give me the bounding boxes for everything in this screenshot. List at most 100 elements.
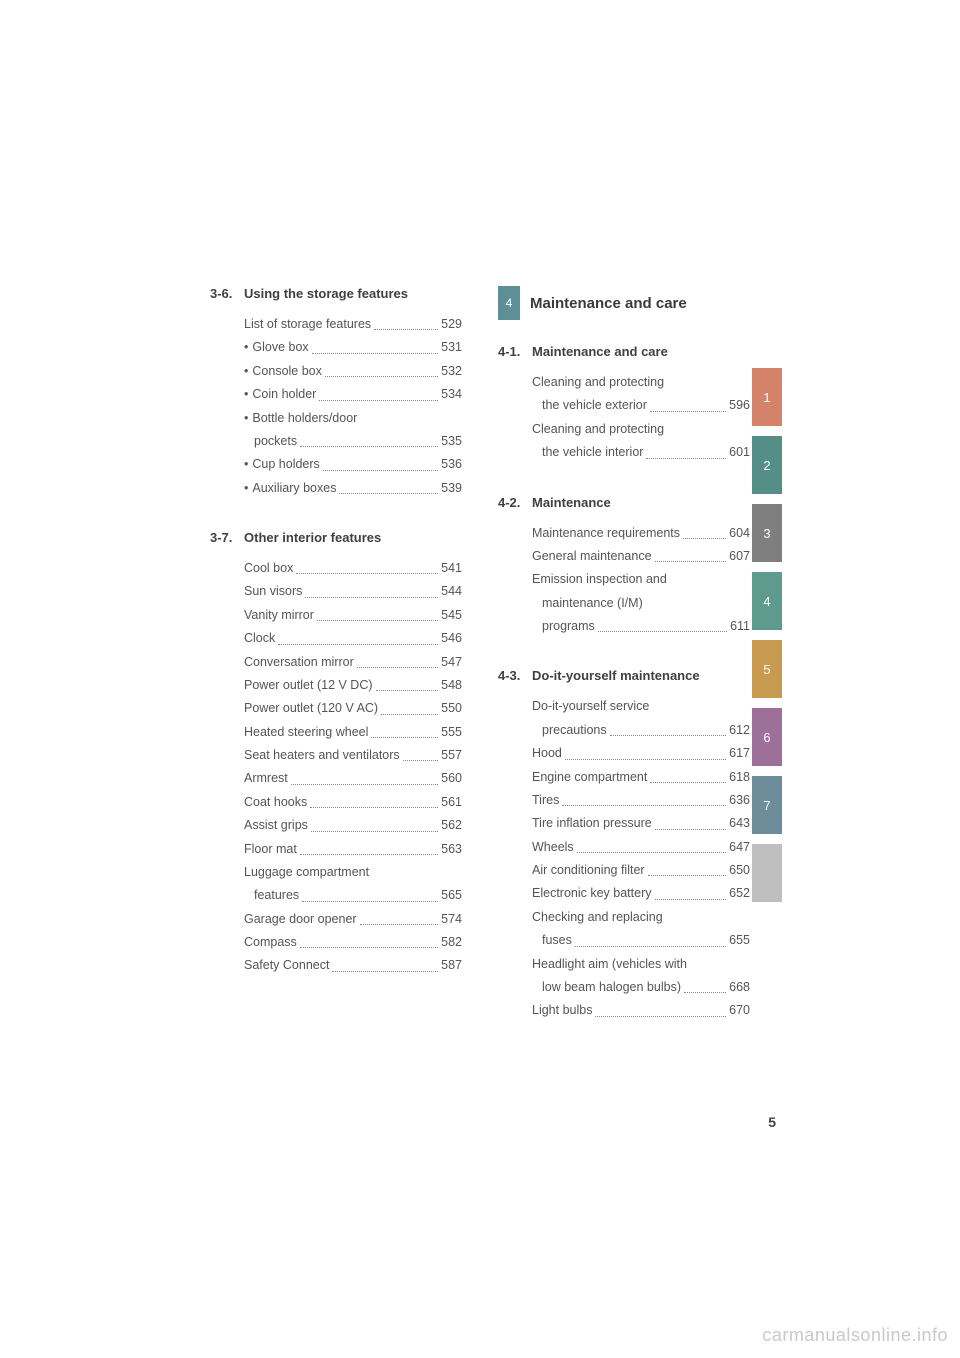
toc-entry[interactable]: Armrest560 xyxy=(244,769,462,788)
toc-entry[interactable]: low beam halogen bulbs)668 xyxy=(532,978,750,997)
entry-page: 611 xyxy=(730,617,750,636)
toc-entry[interactable]: Tires636 xyxy=(532,791,750,810)
toc-entry[interactable]: Light bulbs670 xyxy=(532,1001,750,1020)
toc-entry[interactable]: Electronic key battery652 xyxy=(532,884,750,903)
toc-entry[interactable]: Luggage compartment xyxy=(244,863,462,882)
toc-entry[interactable]: •Coin holder534 xyxy=(244,385,462,404)
chapter-tab[interactable]: 7 xyxy=(752,776,782,834)
chapter-tab[interactable]: 4 xyxy=(752,572,782,630)
toc-entry[interactable]: Seat heaters and ventilators557 xyxy=(244,746,462,765)
toc-entry[interactable]: pockets535 xyxy=(244,432,462,451)
toc-entry[interactable]: fuses655 xyxy=(532,931,750,950)
toc-entry[interactable]: Engine compartment618 xyxy=(532,768,750,787)
toc-section: 4-3.Do-it-yourself maintenanceDo-it-your… xyxy=(498,668,750,1020)
toc-entry[interactable]: Cool box541 xyxy=(244,559,462,578)
leader-dots xyxy=(403,760,438,761)
entry-label: Cleaning and protecting xyxy=(532,373,664,392)
toc-entry[interactable]: the vehicle interior601 xyxy=(532,443,750,462)
toc-entry[interactable]: •Cup holders536 xyxy=(244,455,462,474)
toc-entry[interactable]: features565 xyxy=(244,886,462,905)
leader-dots xyxy=(305,597,438,598)
toc-entry[interactable]: Wheels 647 xyxy=(532,838,750,857)
toc-entry[interactable]: •Bottle holders/door xyxy=(244,409,462,428)
toc-entry[interactable]: List of storage features529 xyxy=(244,315,462,334)
chapter-tab[interactable]: 5 xyxy=(752,640,782,698)
entry-label: Sun visors xyxy=(244,582,302,601)
section-number: 4-3. xyxy=(498,668,532,683)
entry-label: Bottle holders/door xyxy=(252,409,357,428)
toc-entry[interactable]: •Auxiliary boxes539 xyxy=(244,479,462,498)
entry-label: Seat heaters and ventilators xyxy=(244,746,400,765)
entry-page: 561 xyxy=(441,793,462,812)
toc-entry[interactable]: Maintenance requirements604 xyxy=(532,524,750,543)
toc-entry[interactable]: Emission inspection and xyxy=(532,570,750,589)
entry-page: 596 xyxy=(729,396,750,415)
toc-entry[interactable]: Air conditioning filter650 xyxy=(532,861,750,880)
toc-entry[interactable]: programs611 xyxy=(532,617,750,636)
leader-dots xyxy=(325,376,438,377)
toc-entry[interactable]: Sun visors544 xyxy=(244,582,462,601)
toc-entry[interactable]: •Console box532 xyxy=(244,362,462,381)
entry-page: 562 xyxy=(441,816,462,835)
leader-dots xyxy=(300,854,438,855)
toc-entry[interactable]: Power outlet (12 V DC)548 xyxy=(244,676,462,695)
chapter-tab[interactable]: 1 xyxy=(752,368,782,426)
watermark: carmanualsonline.info xyxy=(762,1325,948,1346)
leader-dots xyxy=(300,446,438,447)
entry-label: Power outlet (120 V AC) xyxy=(244,699,378,718)
entry-label: Do-it-yourself service xyxy=(532,697,649,716)
toc-entry[interactable]: Assist grips 562 xyxy=(244,816,462,835)
entry-page: 652 xyxy=(729,884,750,903)
left-column: 3-6.Using the storage featuresList of st… xyxy=(210,286,462,1053)
toc-entry[interactable]: Power outlet (120 V AC)550 xyxy=(244,699,462,718)
toc-entry[interactable]: Compass582 xyxy=(244,933,462,952)
section-heading: 4-2.Maintenance xyxy=(498,495,750,510)
toc-entry[interactable]: Heated steering wheel555 xyxy=(244,723,462,742)
leader-dots xyxy=(374,329,438,330)
toc-entry[interactable]: •Glove box531 xyxy=(244,338,462,357)
toc-entry[interactable]: Floor mat563 xyxy=(244,840,462,859)
toc-entry[interactable]: Tire inflation pressure643 xyxy=(532,814,750,833)
entry-page: 647 xyxy=(729,838,750,857)
toc-entry[interactable]: Checking and replacing xyxy=(532,908,750,927)
toc-entry[interactable]: precautions612 xyxy=(532,721,750,740)
entry-label: Checking and replacing xyxy=(532,908,663,927)
bullet: • xyxy=(244,385,252,404)
toc-entry[interactable]: Garage door opener574 xyxy=(244,910,462,929)
toc-entry[interactable]: the vehicle exterior596 xyxy=(532,396,750,415)
chapter-tab[interactable]: 2 xyxy=(752,436,782,494)
toc-entry[interactable]: Clock546 xyxy=(244,629,462,648)
entry-label: low beam halogen bulbs) xyxy=(532,978,681,997)
leader-dots xyxy=(683,538,726,539)
leader-dots xyxy=(319,400,438,401)
entry-label: Glove box xyxy=(252,338,308,357)
chapter-tab[interactable] xyxy=(752,844,782,902)
entry-page: 617 xyxy=(729,744,750,763)
toc-entry[interactable]: Conversation mirror547 xyxy=(244,653,462,672)
toc-entry[interactable]: Do-it-yourself service xyxy=(532,697,750,716)
entry-label: Cool box xyxy=(244,559,293,578)
toc-entry[interactable]: Vanity mirror545 xyxy=(244,606,462,625)
entry-page: 546 xyxy=(441,629,462,648)
entry-label: the vehicle interior xyxy=(532,443,643,462)
entry-page: 587 xyxy=(441,956,462,975)
toc-entry[interactable]: Headlight aim (vehicles with xyxy=(532,955,750,974)
entry-page: 618 xyxy=(729,768,750,787)
entry-page: 636 xyxy=(729,791,750,810)
entry-label: Console box xyxy=(252,362,322,381)
leader-dots xyxy=(646,458,726,459)
toc-entry[interactable]: Hood617 xyxy=(532,744,750,763)
leader-dots xyxy=(684,992,726,993)
entry-label: pockets xyxy=(244,432,297,451)
toc-entry[interactable]: Safety Connect587 xyxy=(244,956,462,975)
entry-label: Assist grips xyxy=(244,816,308,835)
toc-entry[interactable]: Cleaning and protecting xyxy=(532,373,750,392)
entry-label: Wheels xyxy=(532,838,574,857)
chapter-tab[interactable]: 3 xyxy=(752,504,782,562)
toc-entry[interactable]: Cleaning and protecting xyxy=(532,420,750,439)
chapter-tab[interactable]: 6 xyxy=(752,708,782,766)
entry-page: 582 xyxy=(441,933,462,952)
toc-entry[interactable]: maintenance (I/M) xyxy=(532,594,750,613)
toc-entry[interactable]: General maintenance607 xyxy=(532,547,750,566)
toc-entry[interactable]: Coat hooks561 xyxy=(244,793,462,812)
